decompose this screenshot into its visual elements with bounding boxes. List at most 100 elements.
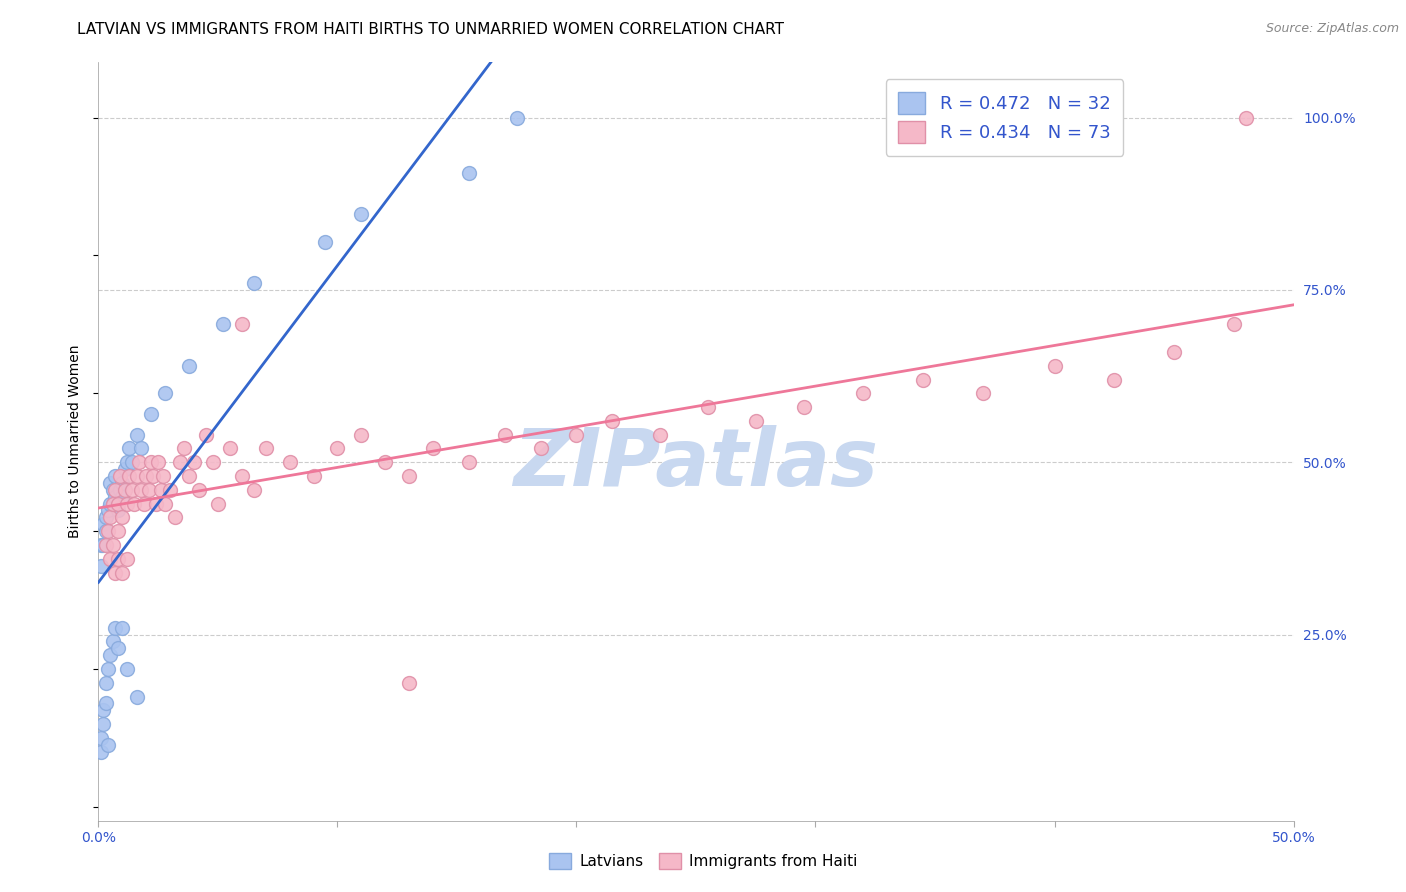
Point [398,675,420,690]
Point [458,455,481,469]
Point [195,427,218,442]
Point [139,455,162,469]
Legend: Latvians, Immigrants from Haiti: Latvians, Immigrants from Haiti [543,847,863,875]
Point [148,455,170,469]
Point [111,621,134,635]
Point [350,427,373,442]
Point [697,400,720,414]
Point [101,497,124,511]
Point [104,490,127,504]
Y-axis label: Births to Unmarried Women: Births to Unmarried Women [69,345,83,538]
Point [115,662,138,676]
Point [128,455,150,469]
Point [315,235,337,249]
Point [207,497,229,511]
Legend: R = 0.472   N = 32, R = 0.434   N = 73: R = 0.472 N = 32, R = 0.434 N = 73 [886,79,1123,155]
Point [121,483,143,497]
Point [972,386,994,401]
Point [1163,345,1185,359]
Point [104,566,127,580]
Point [1043,359,1066,373]
Point [108,469,131,483]
Point [104,483,127,497]
Point [124,497,146,511]
Point [231,318,253,332]
Point [243,276,266,290]
Point [155,497,177,511]
Point [97,503,120,517]
Point [219,442,242,456]
Point [398,469,420,483]
Point [254,442,277,456]
Point [131,442,153,456]
Point [911,372,934,386]
Point [104,621,127,635]
Point [278,455,301,469]
Point [108,483,131,497]
Point [91,538,114,552]
Point [118,469,141,483]
Point [104,469,127,483]
Point [145,497,167,511]
Point [169,455,191,469]
Point [173,442,195,456]
Point [231,469,253,483]
Point [107,524,129,538]
Point [374,455,396,469]
Point [98,510,122,524]
Point [94,697,117,711]
Point [793,400,815,414]
Point [179,359,201,373]
Point [1104,372,1126,386]
Point [101,538,124,552]
Point [115,497,138,511]
Point [152,469,174,483]
Point [101,483,124,497]
Point [565,427,588,442]
Point [111,510,134,524]
Point [142,469,165,483]
Point [602,414,624,428]
Point [101,634,124,648]
Point [94,538,117,552]
Point [91,517,114,532]
Point [155,386,177,401]
Text: Source: ZipAtlas.com: Source: ZipAtlas.com [1265,22,1399,36]
Point [132,497,155,511]
Point [118,442,141,456]
Point [97,662,120,676]
Point [187,483,209,497]
Point [115,455,138,469]
Point [98,551,122,566]
Point [98,475,122,490]
Point [125,427,148,442]
Point [90,745,112,759]
Point [494,427,516,442]
Point [506,111,529,125]
Point [211,318,233,332]
Point [530,442,553,456]
Point [107,497,129,511]
Point [121,455,143,469]
Point [98,497,122,511]
Point [202,455,225,469]
Text: LATVIAN VS IMMIGRANTS FROM HAITI BIRTHS TO UNMARRIED WOMEN CORRELATION CHART: LATVIAN VS IMMIGRANTS FROM HAITI BIRTHS … [77,22,785,37]
Point [94,524,117,538]
Point [135,469,157,483]
Point [422,442,444,456]
Point [107,641,129,656]
Point [90,538,112,552]
Point [125,690,148,704]
Point [90,731,112,745]
Point [101,497,124,511]
Point [1234,111,1257,125]
Point [1223,318,1246,332]
Point [97,524,120,538]
Point [183,455,205,469]
Point [458,166,481,180]
Point [115,551,138,566]
Point [94,675,117,690]
Point [350,207,373,221]
Point [149,483,172,497]
Point [91,703,114,717]
